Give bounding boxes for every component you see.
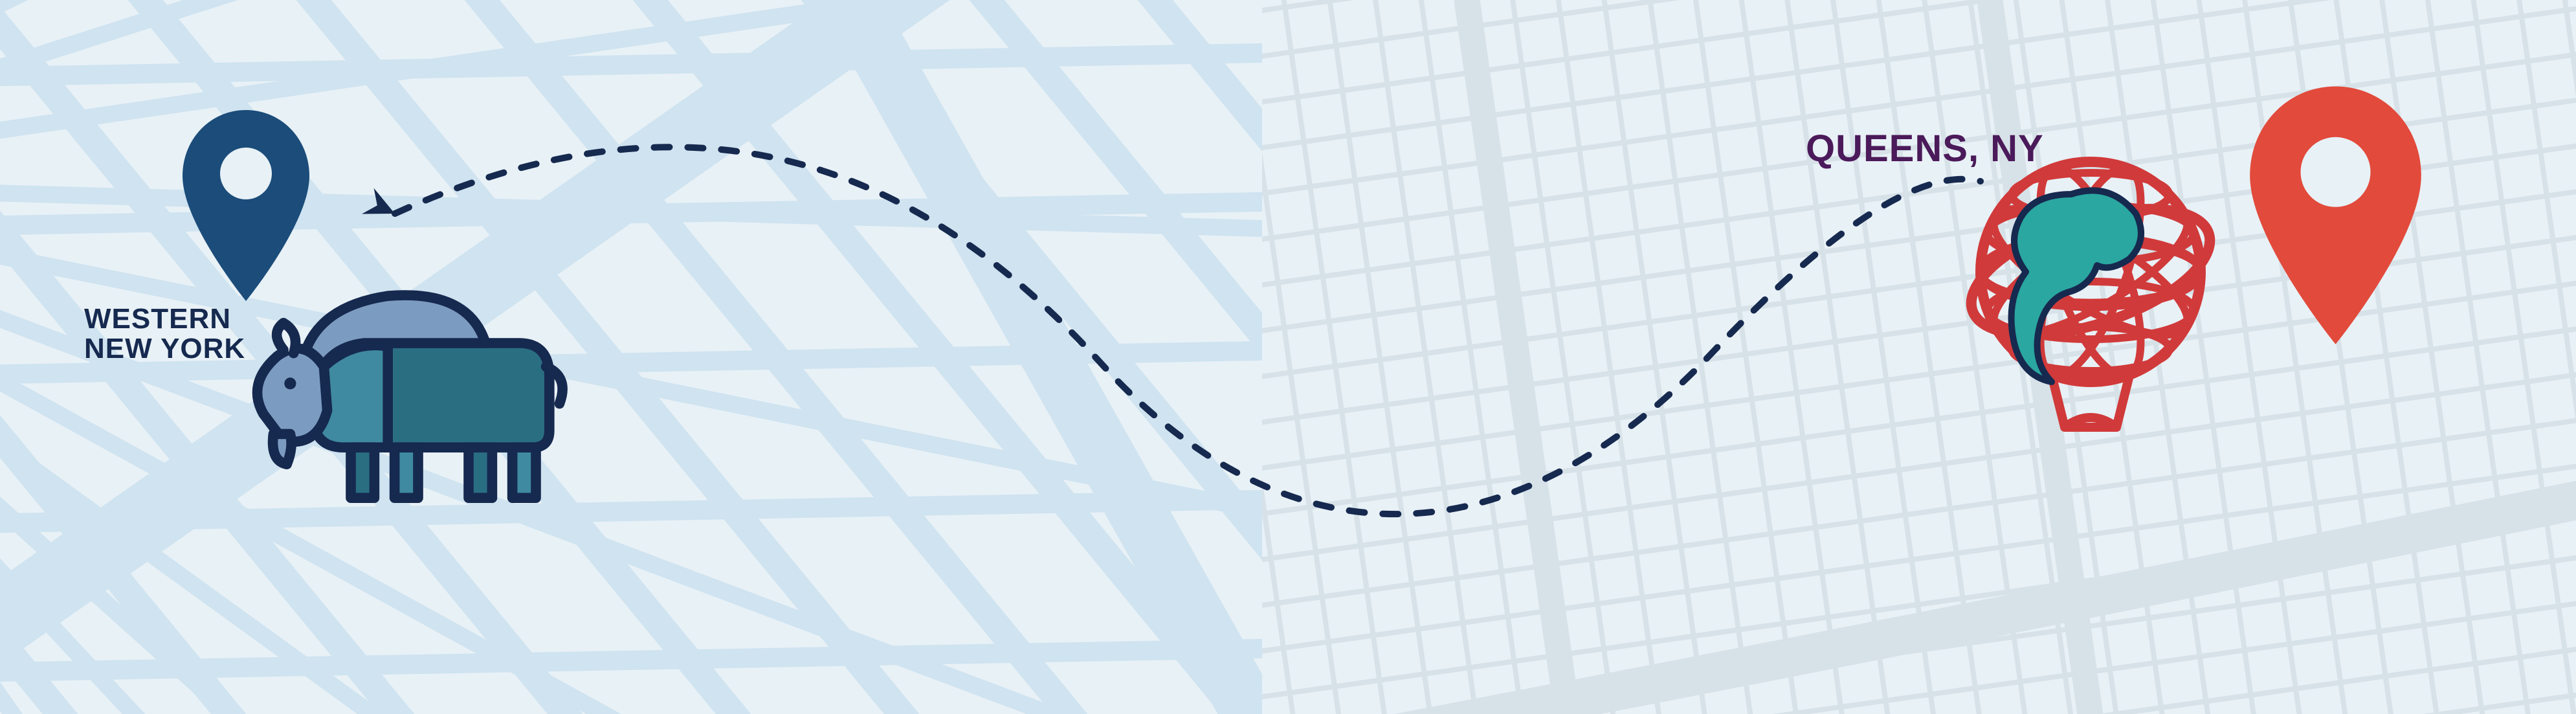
- infographic-stage: WESTERN NEW YORK QUEENS, NY: [0, 0, 2576, 714]
- buffalo-icon: [233, 259, 570, 511]
- origin-label: WESTERN NEW YORK: [84, 304, 245, 364]
- unisphere-icon: [1955, 129, 2226, 466]
- map-pin-icon: [2239, 78, 2432, 357]
- destination-label: QUEENS, NY: [1806, 129, 2044, 169]
